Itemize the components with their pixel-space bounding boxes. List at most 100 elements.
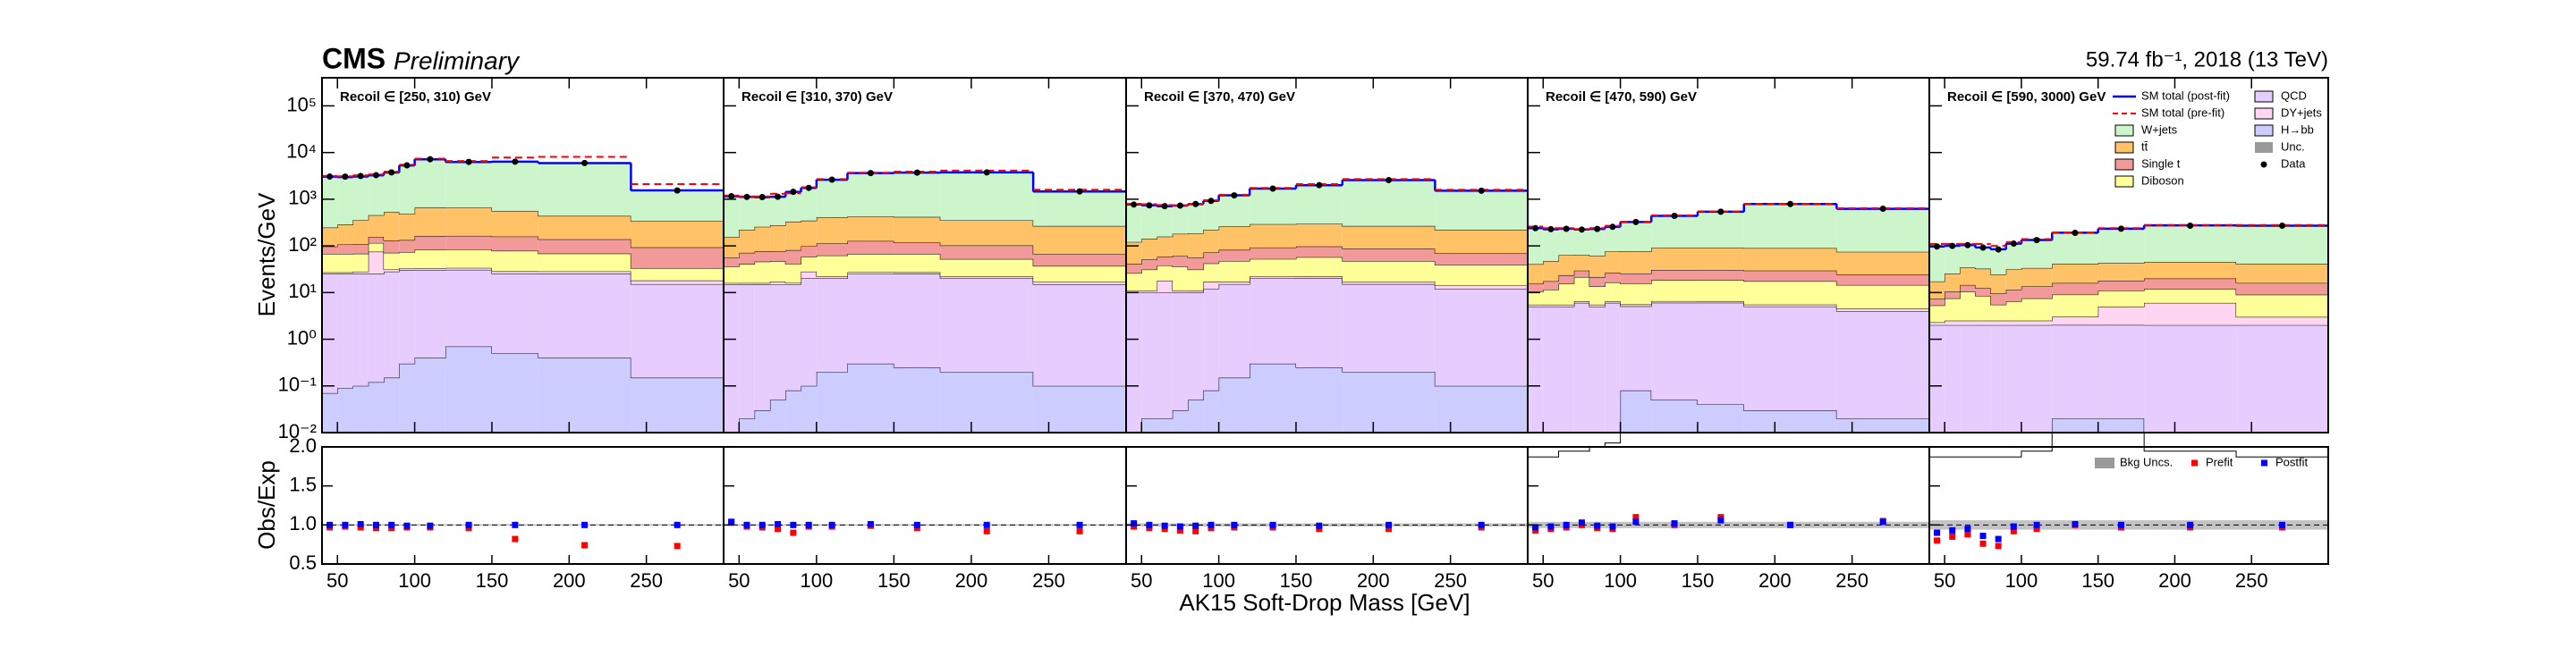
- stack-bar: [384, 253, 399, 270]
- y-tick-label: 10⁴: [286, 139, 317, 162]
- ratio-postfit-point: [466, 522, 472, 528]
- panel-label: Recoil ∈ [590, 3000) GeV: [1947, 89, 2106, 105]
- stack-bar: [1343, 372, 1436, 433]
- ratio-prefit-point: [1192, 528, 1199, 534]
- ratio-postfit-point: [581, 522, 588, 528]
- x-axis-label: AK15 Soft-Drop Mass [GeV]: [1179, 589, 1470, 616]
- stack-bar: [1141, 292, 1157, 418]
- stack-bar: [369, 175, 384, 215]
- stack-bar: [631, 268, 724, 281]
- x-tick-label: 50: [728, 569, 750, 592]
- stack-bar: [1744, 307, 1837, 410]
- stack-bar: [631, 284, 724, 378]
- stack-bar: [1559, 283, 1574, 304]
- stack-bar: [1157, 292, 1173, 418]
- x-tick-label: 200: [955, 569, 988, 592]
- data-point: [1579, 226, 1585, 232]
- stack-bar: [2236, 225, 2328, 264]
- stack-bar: [1605, 282, 1620, 301]
- ratio-y-tick-label: 0.5: [289, 551, 317, 574]
- stack-bar: [1574, 271, 1589, 277]
- x-tick-label: 250: [1434, 569, 1467, 592]
- stack-bar: [894, 367, 940, 433]
- x-tick-label: 250: [1032, 569, 1065, 592]
- data-point: [512, 158, 518, 164]
- stack-bar: [2098, 325, 2144, 419]
- stack-bar: [724, 197, 739, 237]
- x-tick-label: 150: [2081, 569, 2114, 592]
- ratio-postfit-point: [868, 521, 874, 527]
- stack-bar: [847, 274, 894, 364]
- stack-bar: [1219, 261, 1250, 282]
- data-point: [775, 194, 781, 200]
- stack-bar: [415, 270, 446, 358]
- data-point: [829, 177, 835, 183]
- stack-bar: [2098, 229, 2144, 263]
- ratio-prefit-point: [1934, 537, 1940, 543]
- ratio-postfit-point: [1479, 522, 1485, 528]
- ratio-postfit-point: [1672, 520, 1678, 526]
- stack-bar: [1126, 292, 1141, 433]
- stack-bar: [445, 270, 492, 347]
- stack-bar: [369, 252, 384, 274]
- ratio-postfit-point: [1949, 527, 1955, 534]
- stack-bar: [1929, 247, 1945, 282]
- stack-bar: [1203, 230, 1218, 253]
- ratio-postfit-point: [790, 522, 796, 528]
- ratio-postfit-point: [2072, 521, 2078, 527]
- stack-bar: [1929, 299, 1945, 305]
- ratio-prefit-point: [1980, 541, 1987, 547]
- stack-bar: [322, 247, 337, 254]
- x-tick-label: 50: [1532, 569, 1554, 592]
- data-point: [1162, 203, 1168, 209]
- stack-bar: [724, 284, 739, 433]
- stack-bar: [384, 240, 399, 253]
- stack-bar: [1188, 400, 1203, 433]
- data-point: [759, 194, 766, 200]
- stack-bar: [1203, 391, 1218, 433]
- stack-bar: [1651, 303, 1698, 400]
- stack-bar: [785, 391, 801, 433]
- stack-bar: [1960, 321, 1975, 325]
- stack-bar: [369, 237, 384, 243]
- stack-bar: [492, 274, 538, 353]
- stack-bar: [1126, 264, 1141, 273]
- y-tick-label: 10⁻¹: [278, 374, 317, 396]
- ratio-postfit-point: [2187, 522, 2193, 528]
- ratio-frame: [322, 447, 724, 564]
- stack-bar: [1173, 234, 1188, 257]
- stack-bar: [755, 410, 770, 433]
- stack-bar: [337, 224, 352, 244]
- stack-bar: [2098, 281, 2144, 290]
- ratio-postfit-point: [358, 521, 364, 527]
- stack-bar: [631, 378, 724, 433]
- stack-bar: [847, 241, 894, 254]
- stack-bar: [2021, 240, 2052, 268]
- stack-bar: [1033, 254, 1126, 265]
- stack-bar: [445, 347, 492, 433]
- data-point: [806, 185, 812, 191]
- stack-bar: [1173, 292, 1188, 410]
- stack-bar: [801, 188, 817, 221]
- stack-bar: [2006, 301, 2021, 321]
- stack-bar: [1157, 281, 1173, 292]
- ratio-postfit-point: [1270, 522, 1276, 528]
- stack-bar: [1203, 289, 1218, 391]
- ratio-postfit-point: [1077, 522, 1083, 528]
- stack-bar: [1543, 282, 1558, 290]
- ratio-postfit-point: [2034, 522, 2040, 528]
- stack-bar: [2098, 290, 2144, 307]
- data-point: [1077, 189, 1083, 195]
- x-tick-label: 250: [630, 569, 663, 592]
- stack-bar: [755, 198, 770, 227]
- stack-bar: [1141, 259, 1157, 269]
- stack-bar: [2052, 283, 2097, 295]
- data-point: [342, 173, 348, 180]
- legend-marker: [2261, 162, 2267, 168]
- stack-bar: [1528, 265, 1543, 284]
- stack-bar: [894, 173, 940, 217]
- stack-bar: [1157, 206, 1173, 237]
- ratio-postfit-point: [1146, 522, 1152, 528]
